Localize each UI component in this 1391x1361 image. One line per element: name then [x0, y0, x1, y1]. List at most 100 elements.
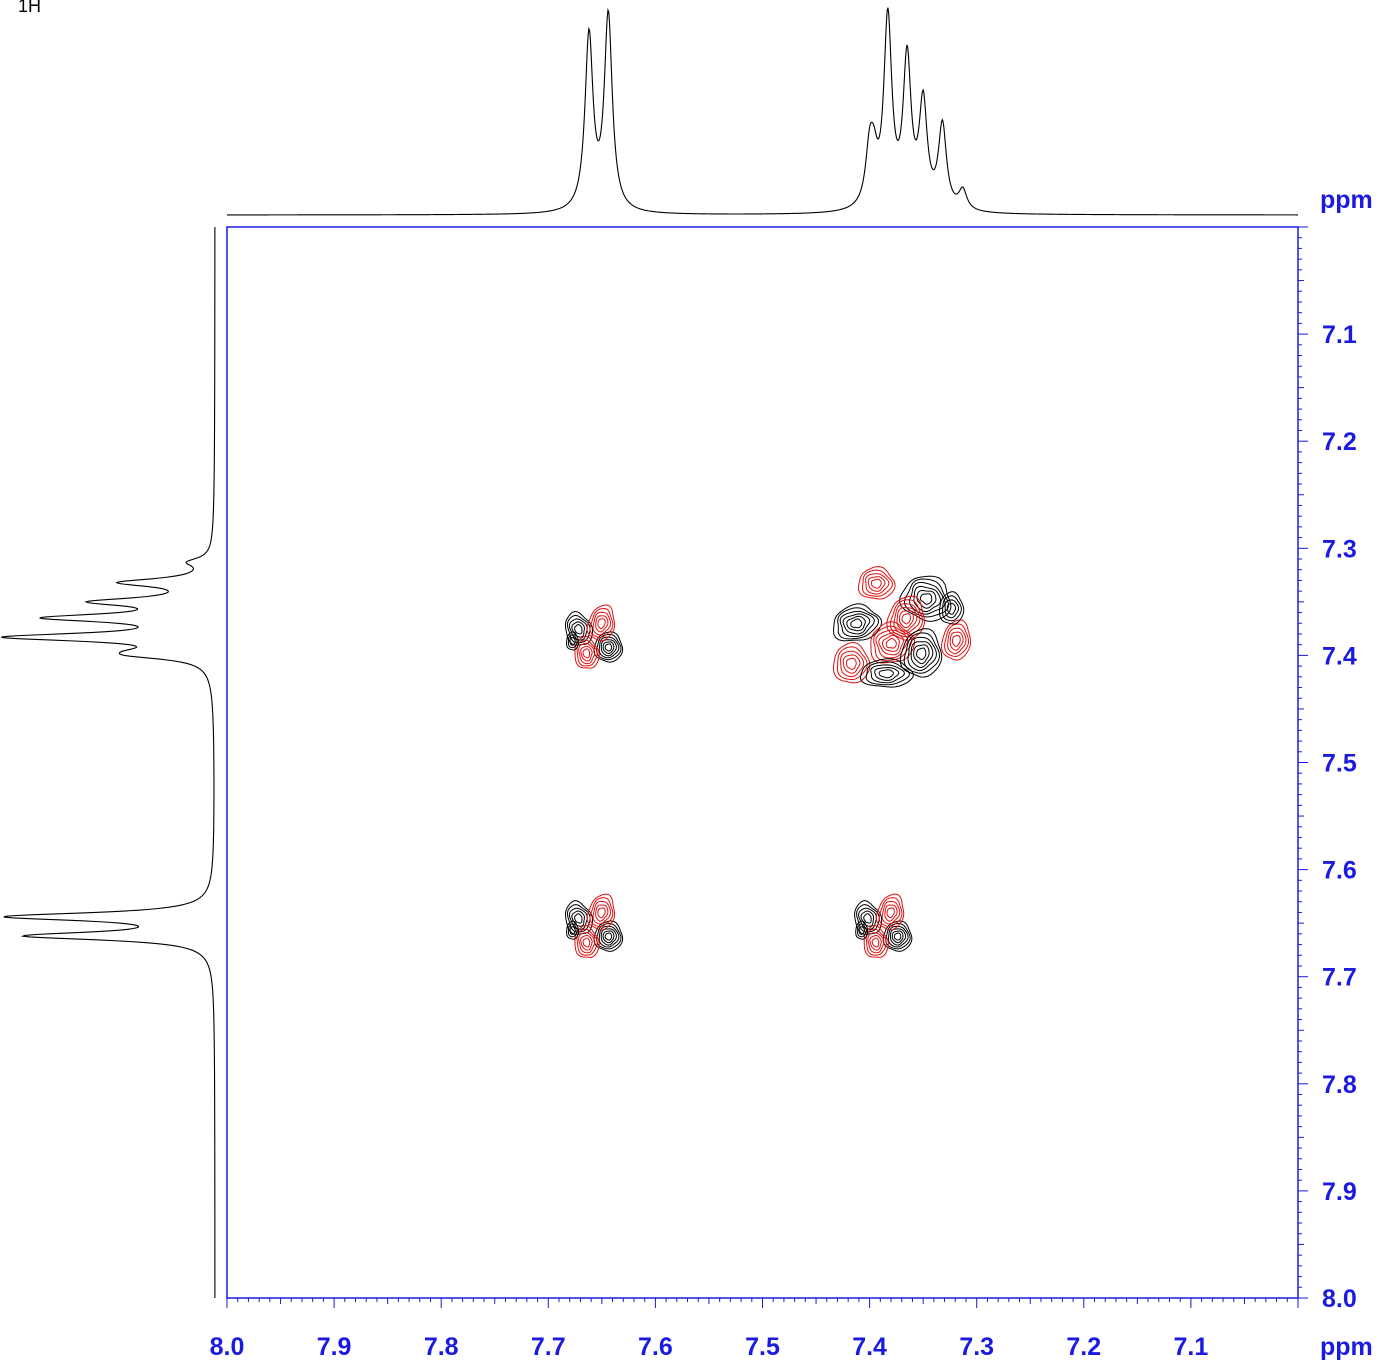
contour-level	[865, 573, 890, 595]
contour-level	[887, 925, 909, 948]
contour-level	[909, 582, 946, 615]
contour-level	[600, 928, 617, 946]
contour-level	[944, 599, 960, 619]
contour-level	[919, 593, 933, 605]
contour-level	[863, 924, 889, 958]
contour-level	[595, 615, 609, 633]
contour-level	[858, 926, 865, 935]
contour-level	[602, 641, 615, 654]
contour-blob	[938, 591, 965, 625]
contour-level	[596, 923, 622, 950]
contour-blob	[832, 642, 871, 684]
contour-level	[951, 634, 961, 647]
contour-level	[881, 900, 901, 925]
contour-level	[946, 602, 956, 615]
contour-blob	[593, 631, 624, 663]
contour-level	[598, 925, 620, 948]
contour-level	[842, 613, 871, 635]
contour-level	[867, 932, 885, 954]
contour-level	[564, 611, 594, 646]
left-projection-trace	[1, 227, 216, 1298]
contour-level	[885, 637, 897, 649]
contour-level	[916, 647, 927, 660]
contour-level	[870, 621, 916, 664]
contour-blob	[858, 566, 896, 600]
contour-blob	[863, 924, 889, 958]
contour-level	[938, 591, 965, 625]
contour-level	[901, 613, 911, 625]
contour-blob	[875, 893, 905, 931]
contour-level	[837, 607, 879, 640]
contour-level	[592, 611, 612, 636]
contour-level	[947, 627, 967, 654]
contour-blob	[566, 920, 580, 940]
y-tick-label: 7.7	[1322, 964, 1357, 992]
contour-level	[857, 923, 867, 938]
contour-level	[867, 576, 886, 592]
contour-level	[604, 932, 613, 941]
contour-level	[907, 636, 937, 671]
contour-level	[856, 904, 880, 933]
y-tick-label: 7.8	[1322, 1071, 1357, 1099]
contour-level	[903, 578, 949, 618]
top-projection-trace	[227, 7, 1298, 216]
contour-level	[566, 614, 591, 644]
contour-level	[574, 924, 600, 958]
y-tick-label: 7.6	[1322, 857, 1357, 885]
contour-level	[860, 910, 875, 927]
x-axis: 8.0 7.9 7.8 7.7 7.6 7.5 7.4 7.3 7.2 7.1	[210, 1298, 1299, 1361]
contour-level	[858, 566, 896, 600]
y-tick-label: 7.3	[1322, 535, 1357, 563]
contour-level	[574, 913, 583, 924]
plot-frame	[226, 226, 1299, 1299]
contour-level	[582, 937, 591, 948]
contour-blob	[586, 604, 616, 642]
contour-level	[580, 934, 593, 951]
contour-level	[874, 666, 900, 681]
y-tick-label: 7.1	[1322, 321, 1357, 349]
contour-level	[592, 900, 612, 925]
y-tick-label: 7.9	[1322, 1178, 1357, 1206]
y-tick-label: 7.5	[1322, 750, 1357, 778]
contour-level	[596, 633, 622, 661]
contour-level	[898, 610, 914, 629]
contour-level	[886, 907, 895, 919]
contour-level	[891, 930, 904, 944]
contour-level	[910, 641, 934, 668]
x-tick-label: 7.1	[1174, 1333, 1209, 1361]
contour-level	[893, 932, 902, 941]
contour-level	[845, 657, 857, 670]
contour-level	[566, 631, 580, 651]
contour-level	[840, 650, 865, 678]
contour-level	[586, 604, 616, 642]
x-tick-label: 8.0	[210, 1333, 245, 1361]
contour-level	[913, 585, 942, 613]
contour-level	[875, 893, 905, 931]
contour-blob	[833, 603, 883, 642]
contour-level	[944, 623, 970, 658]
contour-level	[574, 624, 583, 635]
contour-level	[869, 934, 882, 951]
contour-level	[878, 632, 904, 656]
x-tick-label: 7.5	[745, 1333, 780, 1361]
contour-level	[865, 661, 911, 686]
contour-level	[571, 621, 585, 638]
contour-level	[854, 900, 883, 935]
contour-level	[873, 625, 913, 662]
contour-level	[885, 923, 911, 950]
contour-level	[850, 618, 863, 629]
contour-level	[602, 930, 615, 944]
contour-level	[569, 637, 576, 646]
contour-level	[597, 618, 606, 630]
contour-level	[839, 610, 875, 638]
contour-level	[916, 590, 937, 609]
contour-level	[859, 658, 914, 688]
x-tick-label: 7.2	[1066, 1333, 1101, 1361]
y-tick-label: 8.0	[1322, 1285, 1357, 1313]
contour-level	[832, 642, 871, 684]
contour-blob	[855, 920, 869, 940]
contour-blob	[899, 575, 952, 622]
contour-level	[855, 920, 869, 940]
x-tick-label: 7.6	[638, 1333, 673, 1361]
